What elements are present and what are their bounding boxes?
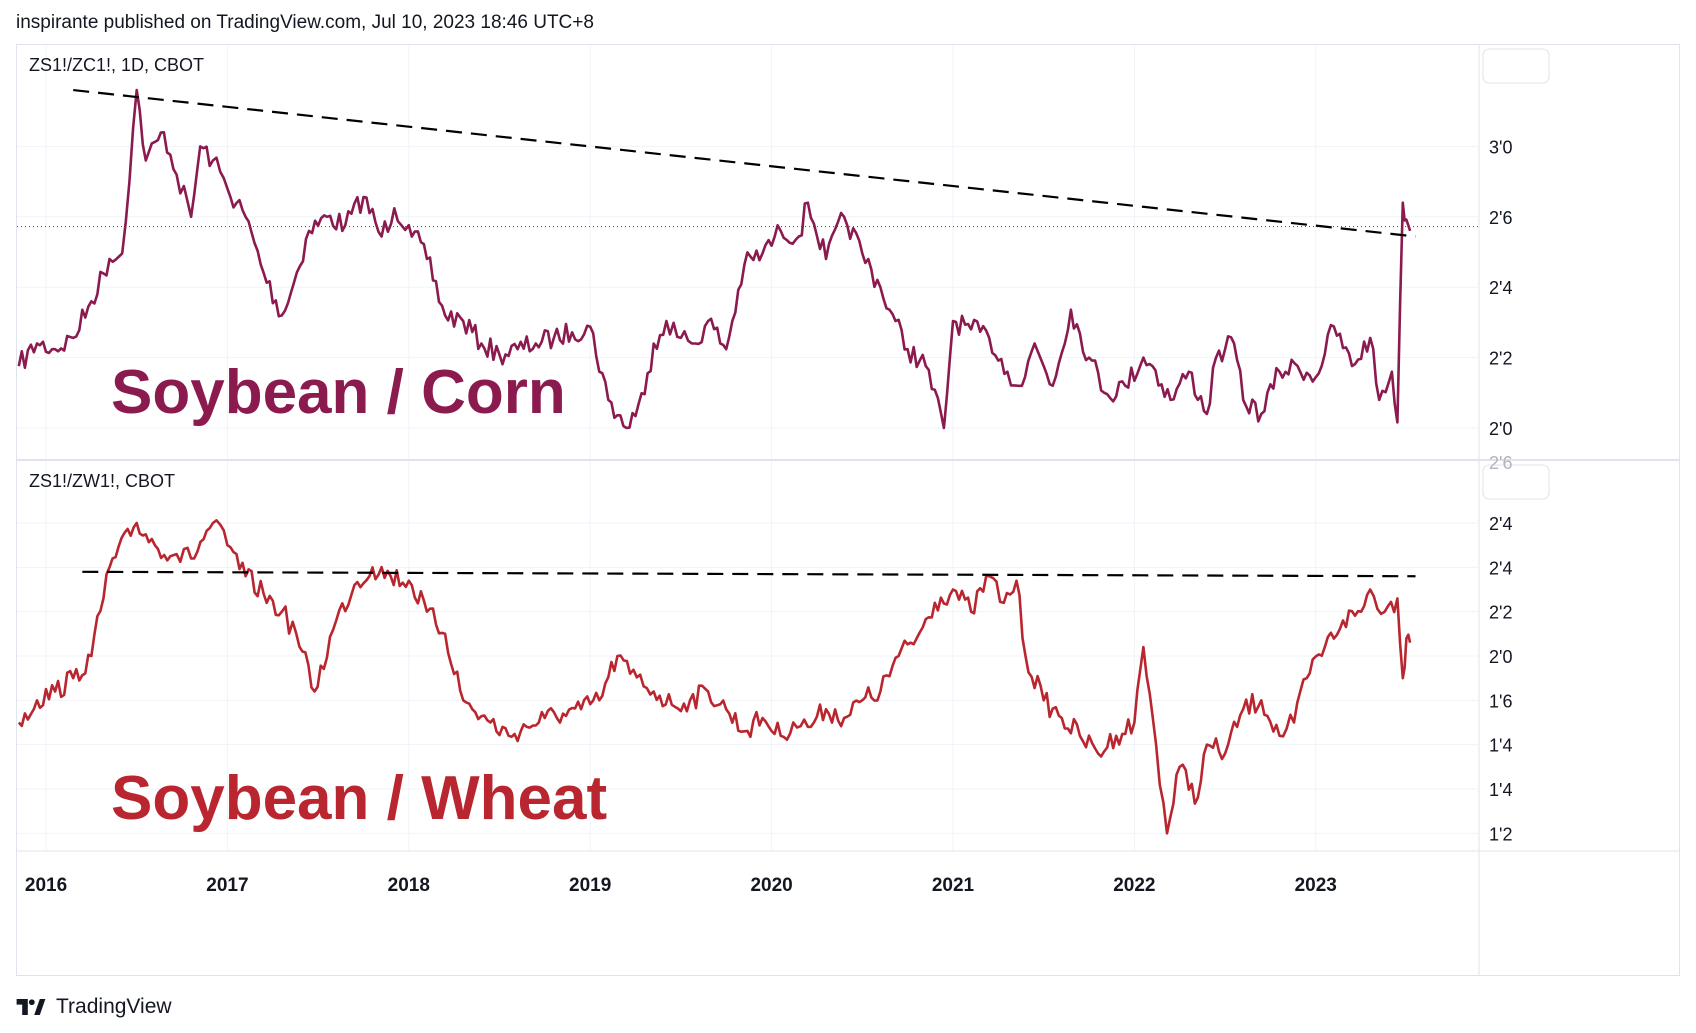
wheat-scale-button[interactable] xyxy=(1482,464,1550,500)
x-tick-label: 2019 xyxy=(569,875,611,896)
y-tick-label: 2'2 xyxy=(1489,349,1512,369)
chart-frame: 2016 2017 2018 2019 2020 2021 2022 2023 3'0 2'6 2'… xyxy=(16,44,1680,976)
y-tick-label: 1'4 xyxy=(1489,780,1512,800)
corn-overlay-title: Soybean / Corn xyxy=(111,358,566,427)
tradingview-brand[interactable]: TradingView xyxy=(56,995,172,1018)
chart-canvas[interactable]: 2016 2017 2018 2019 2020 2021 2022 2023 3'0 2'6 2'… xyxy=(17,45,1679,975)
corn-trendline[interactable] xyxy=(73,88,1416,238)
y-tick-label: 2'6 xyxy=(1489,208,1512,228)
wheat-price-line[interactable] xyxy=(17,519,1412,835)
corn-scale-button[interactable] xyxy=(1482,48,1550,84)
y-tick-label: 2'4 xyxy=(1489,514,1512,534)
y-tick-label: 1'2 xyxy=(1489,824,1512,844)
y-tick-label: 2'0 xyxy=(1489,647,1512,667)
wheat-overlay-title: Soybean / Wheat xyxy=(111,764,607,833)
footer: TradingView xyxy=(16,992,172,1022)
y-tick-label: 2'2 xyxy=(1489,603,1512,623)
y-tick-label: 1'4 xyxy=(1489,736,1512,756)
y-tick-label: 2'4 xyxy=(1489,558,1512,578)
publish-info: inspirante published on TradingView.com,… xyxy=(16,12,594,33)
x-tick-label: 2022 xyxy=(1113,875,1155,896)
x-tick-label: 2018 xyxy=(388,875,430,896)
corn-symbol-label: ZS1!/ZC1!, 1D, CBOT xyxy=(29,55,204,75)
x-tick-label: 2016 xyxy=(25,875,67,896)
x-tick-label: 2020 xyxy=(750,875,792,896)
y-tick-label-clipped: 2'6 xyxy=(1489,453,1512,473)
y-tick-label: 2'0 xyxy=(1489,419,1512,439)
tradingview-logo-icon[interactable] xyxy=(16,999,46,1015)
x-tick-label: 2023 xyxy=(1295,875,1337,896)
x-tick-label: 2017 xyxy=(206,875,248,896)
y-tick-label: 2'4 xyxy=(1489,278,1512,298)
y-tick-label: 3'0 xyxy=(1489,137,1512,157)
x-tick-label: 2021 xyxy=(932,875,975,896)
wheat-symbol-label: ZS1!/ZW1!, CBOT xyxy=(29,471,175,491)
wheat-trendline[interactable] xyxy=(82,570,1416,578)
y-tick-label: 1'6 xyxy=(1489,691,1512,711)
corn-price-line[interactable] xyxy=(17,88,1412,430)
